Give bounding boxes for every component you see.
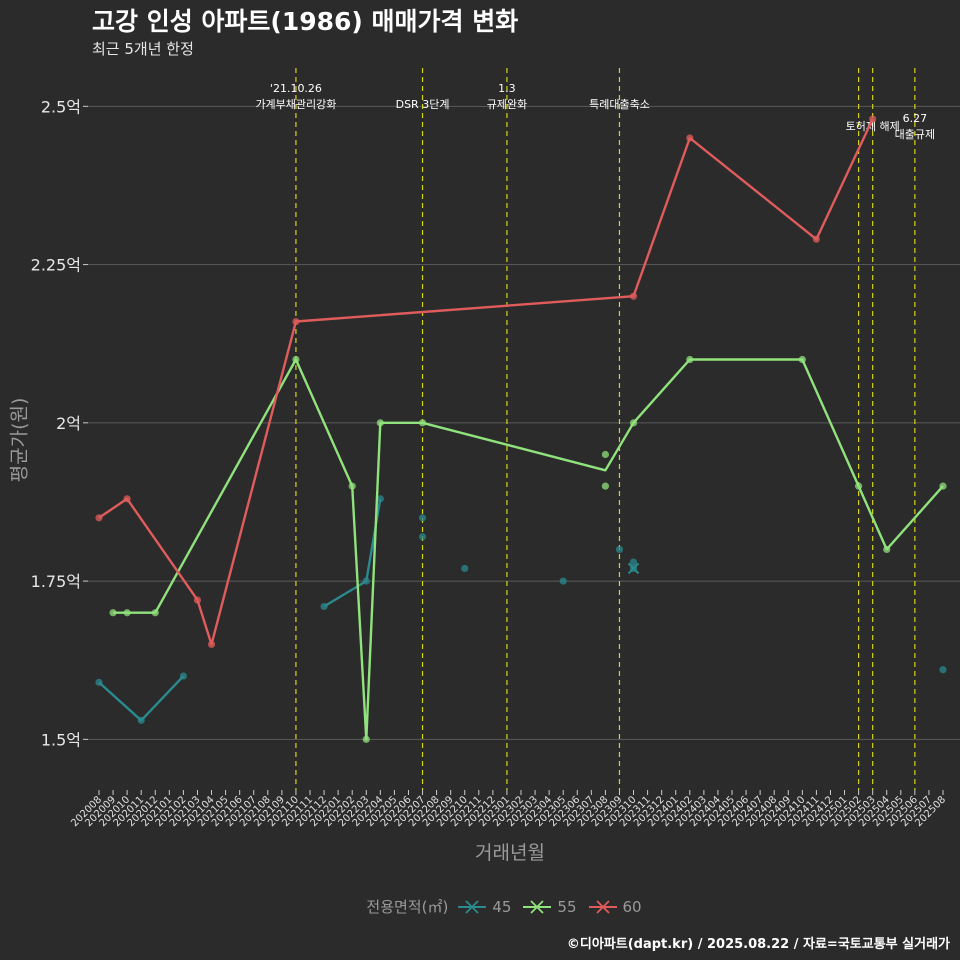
legend-item-55[interactable]: 55: [523, 897, 577, 916]
data-point-55: [883, 545, 891, 554]
data-point-55: [629, 419, 638, 427]
source-caption: ©디아파트(dapt.kr) / 2025.08.22 / 자료=국토교통부 실…: [566, 937, 950, 952]
series-60: [95, 115, 877, 649]
event-label: '21.10.26: [270, 82, 322, 95]
data-point-60: [123, 495, 131, 503]
event-label: 1.3: [498, 82, 516, 95]
data-point-55: [376, 419, 384, 427]
y-tick-label: 2.25억: [31, 256, 81, 275]
y-tick-label: 1.5억: [41, 730, 81, 749]
y-tick-label: 1.75억: [31, 572, 81, 591]
data-point-45: [939, 666, 947, 674]
data-point-55: [686, 355, 694, 364]
data-point-55: [418, 419, 427, 427]
data-point-60: [292, 317, 300, 326]
data-point-x-45: [627, 562, 640, 575]
series-line-55: [113, 358, 944, 741]
legend-item-60[interactable]: 60: [588, 897, 642, 916]
event-label: DSR 3단계: [396, 98, 450, 111]
event-label: 특례대출축소: [589, 98, 650, 111]
legend-label-45: 45: [492, 897, 512, 916]
data-point-55: [601, 482, 610, 490]
legend: 전용면적(㎡) 45 55 60: [0, 896, 960, 917]
data-point-60: [207, 640, 216, 649]
event-label: 토허제 해제: [846, 119, 900, 133]
series-line-45: [98, 675, 185, 722]
legend-key-55: [523, 899, 552, 914]
data-point-45: [461, 564, 469, 573]
chart-subtitle: 최근 5개년 한정: [92, 40, 194, 58]
legend-item-45[interactable]: 45: [458, 898, 511, 916]
event-label: 6.27: [903, 112, 928, 125]
data-point-55: [292, 355, 300, 364]
data-point-45: [418, 533, 427, 541]
data-point-60: [95, 514, 103, 522]
x-axis-label: 거래년월: [475, 842, 545, 864]
data-point-45: [418, 514, 427, 522]
series-45: [95, 495, 947, 724]
legend-key-cross: [595, 899, 610, 914]
data-point-45: [95, 678, 103, 686]
legend-key-cross: [530, 899, 545, 914]
data-point-45: [559, 577, 567, 585]
data-point-45: [615, 545, 624, 554]
data-point-55: [151, 609, 159, 617]
data-point-60: [193, 596, 202, 604]
data-point-60: [869, 115, 877, 123]
data-point-45: [629, 558, 638, 566]
data-point-45: [137, 716, 145, 724]
data-point-45: [320, 602, 328, 611]
data-point-45: [362, 577, 370, 585]
series-line-60: [98, 118, 874, 646]
data-point-60: [629, 292, 638, 300]
data-point-55: [939, 482, 947, 490]
y-tick-label: 2.5억: [41, 97, 81, 116]
series-55: [109, 355, 947, 743]
data-point-55: [362, 735, 370, 743]
data-point-45: [179, 672, 187, 680]
legend-key-45: [458, 899, 487, 914]
data-point-55: [601, 450, 610, 459]
data-point-55: [855, 482, 863, 490]
y-tick-label: 2억: [56, 414, 81, 433]
data-point-60: [686, 134, 694, 142]
event-label: 대출규제: [895, 128, 935, 141]
chart-title: 고강 인성 아파트(1986) 매매가격 변화: [92, 7, 519, 36]
event-label: 규제완화: [487, 98, 527, 111]
data-point-45: [376, 495, 384, 503]
y-axis-label: 평균가(원): [8, 397, 31, 483]
data-point-55: [348, 482, 356, 490]
legend-label-60: 60: [622, 897, 642, 916]
legend-key-cross: [465, 899, 479, 914]
legend-label-55: 55: [557, 897, 577, 916]
data-point-55: [109, 609, 117, 617]
event-label: 가계부채관리강화: [255, 98, 336, 111]
data-point-60: [812, 235, 821, 243]
data-point-55: [798, 355, 806, 364]
legend-key-60: [588, 899, 617, 914]
legend-title: 전용면적(㎡): [366, 898, 449, 916]
data-point-55: [123, 609, 131, 617]
